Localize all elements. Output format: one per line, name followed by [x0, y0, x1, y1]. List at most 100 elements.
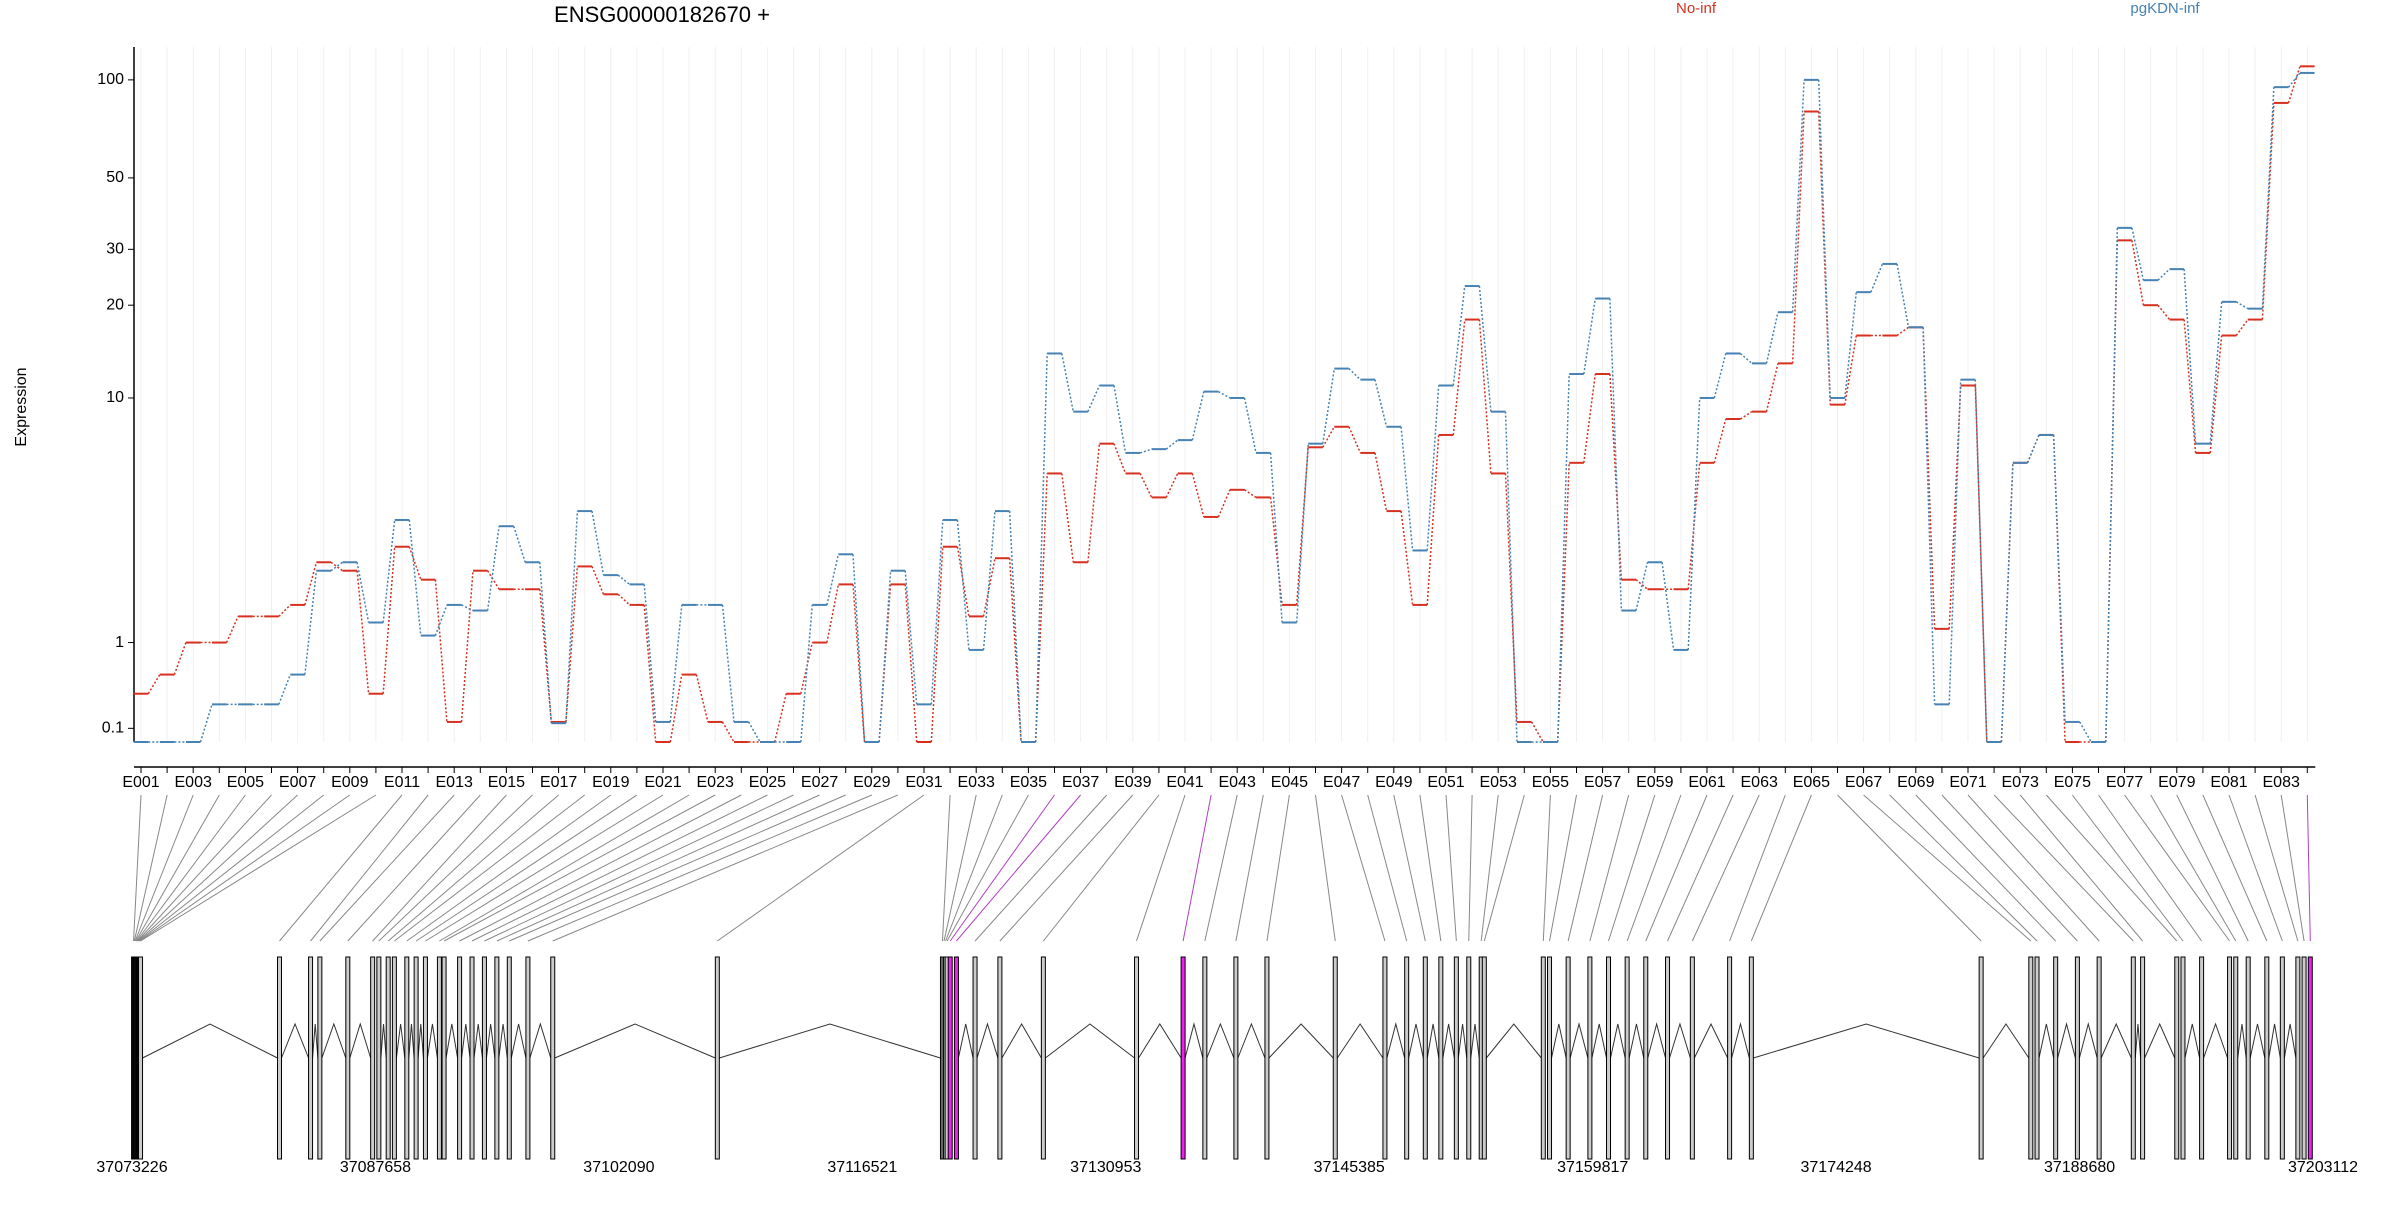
exon-connector	[138, 794, 325, 942]
step-connector	[1087, 385, 1101, 412]
exon	[714, 956, 720, 1160]
exon	[1565, 956, 1571, 1160]
x-tick-label: E009	[331, 774, 368, 791]
exon-connector	[1967, 794, 2100, 942]
x-tick-label: E023	[697, 774, 734, 791]
exon	[345, 956, 351, 1160]
exon-connector	[509, 794, 846, 942]
step-connector	[773, 693, 787, 743]
step-connector	[904, 584, 918, 743]
step-connector	[408, 519, 422, 636]
exon	[422, 956, 428, 1160]
x-tick-label: E069	[1897, 774, 1934, 791]
exon	[1180, 956, 1186, 1160]
exon-connector	[941, 794, 951, 942]
exon-connector	[310, 794, 429, 942]
exon-connector	[1667, 794, 1734, 942]
exon	[317, 956, 323, 1160]
intron	[2203, 1022, 2229, 1059]
step-connector	[434, 604, 448, 636]
exon-connector	[439, 794, 690, 942]
step-connector	[486, 526, 500, 611]
exon-connector	[1393, 794, 1426, 942]
intron	[395, 1023, 406, 1059]
exon-connector	[496, 794, 820, 942]
x-tick-label: E047	[1323, 774, 1360, 791]
exon	[436, 956, 442, 1160]
exon	[2227, 956, 2233, 1160]
step-connector	[1791, 79, 1805, 313]
exon	[2028, 956, 2034, 1160]
intron	[380, 1023, 387, 1059]
exon	[2130, 956, 2136, 1160]
x-tick-label: E027	[801, 774, 838, 791]
step-connector	[1478, 285, 1492, 412]
exon	[1233, 956, 1239, 1160]
intron	[1386, 1022, 1406, 1059]
exon	[1978, 956, 1984, 1160]
intron	[1336, 1023, 1384, 1059]
y-tick-label: 10	[106, 389, 124, 406]
exon-connector	[2202, 794, 2268, 942]
y-tick-label: 100	[97, 71, 124, 88]
x-tick-label: E029	[853, 774, 890, 791]
intron	[312, 1023, 319, 1059]
genomic-tick-label: 37087658	[340, 1159, 411, 1176]
exon-connector	[1941, 794, 2078, 942]
exon-connector	[2124, 794, 2230, 942]
step-connector	[591, 510, 605, 576]
step-connector	[1661, 562, 1675, 651]
x-tick-label: E083	[2263, 774, 2300, 791]
step-connector	[1844, 292, 1858, 399]
exon	[1727, 956, 1733, 1160]
exon	[1606, 956, 1612, 1160]
step-connector	[1139, 473, 1153, 498]
exon-connector	[1549, 794, 1577, 942]
exon-connector	[2254, 794, 2299, 942]
exon-connector	[394, 794, 586, 942]
step-connector	[2183, 319, 2197, 453]
exon	[1481, 956, 1487, 1160]
step-connector	[643, 604, 657, 743]
step-connector	[1426, 385, 1440, 551]
exon	[2074, 956, 2080, 1160]
exon-connector	[1626, 794, 1682, 942]
exon-connector	[1837, 794, 1982, 942]
exon	[525, 956, 531, 1160]
x-tick-label: E043	[1219, 774, 1256, 791]
exon	[404, 956, 410, 1160]
intron	[957, 1023, 974, 1059]
exon-connector	[279, 794, 403, 942]
exon	[413, 956, 419, 1160]
step-connector	[1400, 426, 1414, 551]
exon	[2233, 956, 2239, 1160]
step-connector	[2183, 269, 2197, 444]
exon-connector	[1480, 794, 1499, 942]
exon	[1404, 956, 1410, 1160]
intron	[498, 1023, 508, 1059]
intron	[473, 1023, 483, 1059]
step-connector	[617, 593, 631, 606]
step-connector	[278, 604, 291, 617]
intron	[1551, 1023, 1567, 1059]
y-tick-label: 50	[106, 169, 124, 186]
exon-connector	[459, 794, 742, 942]
exon	[494, 956, 500, 1160]
exon	[138, 956, 144, 1160]
exon	[1587, 956, 1593, 1160]
exon-connector	[1889, 794, 2038, 942]
step-connector	[1113, 385, 1127, 454]
exon	[1643, 956, 1649, 1160]
exon-connector	[137, 794, 298, 942]
exon-connector	[372, 794, 507, 942]
exon-connector	[1567, 794, 1604, 942]
step-connector	[982, 558, 996, 617]
intron	[461, 1023, 471, 1059]
exon-connector	[1315, 794, 1336, 942]
x-tick-label: E011	[384, 774, 420, 791]
step-connector	[2000, 462, 2014, 743]
y-tick-label: 30	[106, 241, 124, 258]
exon-connector	[471, 794, 768, 942]
x-tick-label: E017	[540, 774, 577, 791]
exon-connector	[1483, 794, 1525, 942]
